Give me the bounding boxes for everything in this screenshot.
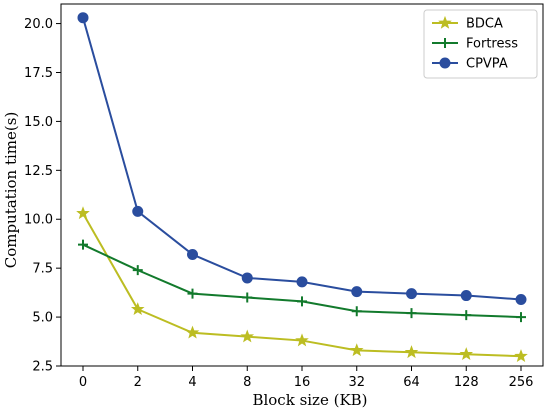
data-point-bdca: [240, 329, 255, 343]
series-layer: [76, 12, 528, 362]
y-tick-label: 5.0: [32, 311, 53, 326]
data-point-bdca: [185, 325, 200, 339]
series-cpvpa: [77, 12, 527, 305]
data-point-bdca: [349, 343, 364, 357]
data-point-fortress: [78, 239, 88, 250]
data-point-cpvpa: [460, 290, 472, 302]
data-point-fortress: [242, 292, 253, 303]
x-tick-label: 32: [348, 375, 365, 390]
y-tick-label: 17.5: [24, 66, 53, 81]
data-point-cpvpa: [77, 12, 89, 24]
y-tick-label: 15.0: [24, 115, 53, 130]
x-tick-label: 16: [294, 375, 311, 390]
data-point-bdca: [130, 302, 145, 316]
y-tick-label: 20.0: [24, 17, 53, 32]
y-axis-title: Computation time(s): [2, 112, 20, 269]
legend-label-cpvpa: CPVPA: [466, 57, 508, 72]
data-point-fortress: [461, 310, 472, 321]
x-tick-label: 256: [509, 375, 534, 390]
data-point-bdca: [459, 347, 474, 361]
x-tick-label: 0: [79, 375, 87, 390]
data-point-fortress: [516, 312, 526, 323]
data-point-fortress: [297, 296, 307, 307]
y-tick-label: 7.5: [32, 262, 53, 277]
x-tick-label: 8: [243, 375, 251, 390]
x-tick-label: 128: [454, 375, 479, 390]
data-point-cpvpa: [187, 248, 198, 260]
data-point-fortress: [187, 288, 198, 299]
data-point-bdca: [514, 349, 528, 362]
data-point-bdca: [76, 206, 90, 220]
x-tick-label: 4: [188, 375, 196, 390]
axes: 2.5 5.0 7.5 10.0 12.5 15.0 17.5 20.0 0 2 4 8 16 32 64 1…: [24, 3, 544, 390]
data-point-cpvpa: [132, 205, 144, 217]
data-point-fortress: [132, 265, 143, 276]
legend-marker-bdca: [438, 15, 452, 29]
y-tick-label: 2.5: [32, 360, 53, 375]
legend-label-bdca: BDCA: [466, 17, 503, 32]
data-point-cpvpa: [241, 272, 253, 284]
data-point-cpvpa: [296, 276, 308, 288]
data-point-bdca: [295, 333, 309, 347]
data-point-cpvpa: [406, 288, 417, 300]
legend-marker-fortress: [440, 38, 450, 48]
data-point-bdca: [404, 345, 419, 359]
legend-marker-cpvpa: [439, 57, 451, 69]
legend-label-fortress: Fortress: [466, 37, 518, 52]
y-tick-label: 10.0: [24, 213, 53, 228]
x-axis-title: Block size (KB): [252, 391, 367, 409]
y-tick-label: 12.5: [24, 164, 53, 179]
data-point-cpvpa: [351, 286, 363, 298]
series-bdca: [76, 206, 528, 362]
legend: BDCA Fortress CPVPA: [423, 9, 538, 79]
data-point-fortress: [351, 306, 362, 317]
data-point-cpvpa: [515, 293, 527, 305]
x-tick-label: 2: [134, 375, 142, 390]
data-point-fortress: [406, 308, 417, 319]
series-fortress: [78, 239, 526, 323]
x-tick-label: 64: [403, 375, 420, 390]
legend-box: [423, 9, 538, 79]
